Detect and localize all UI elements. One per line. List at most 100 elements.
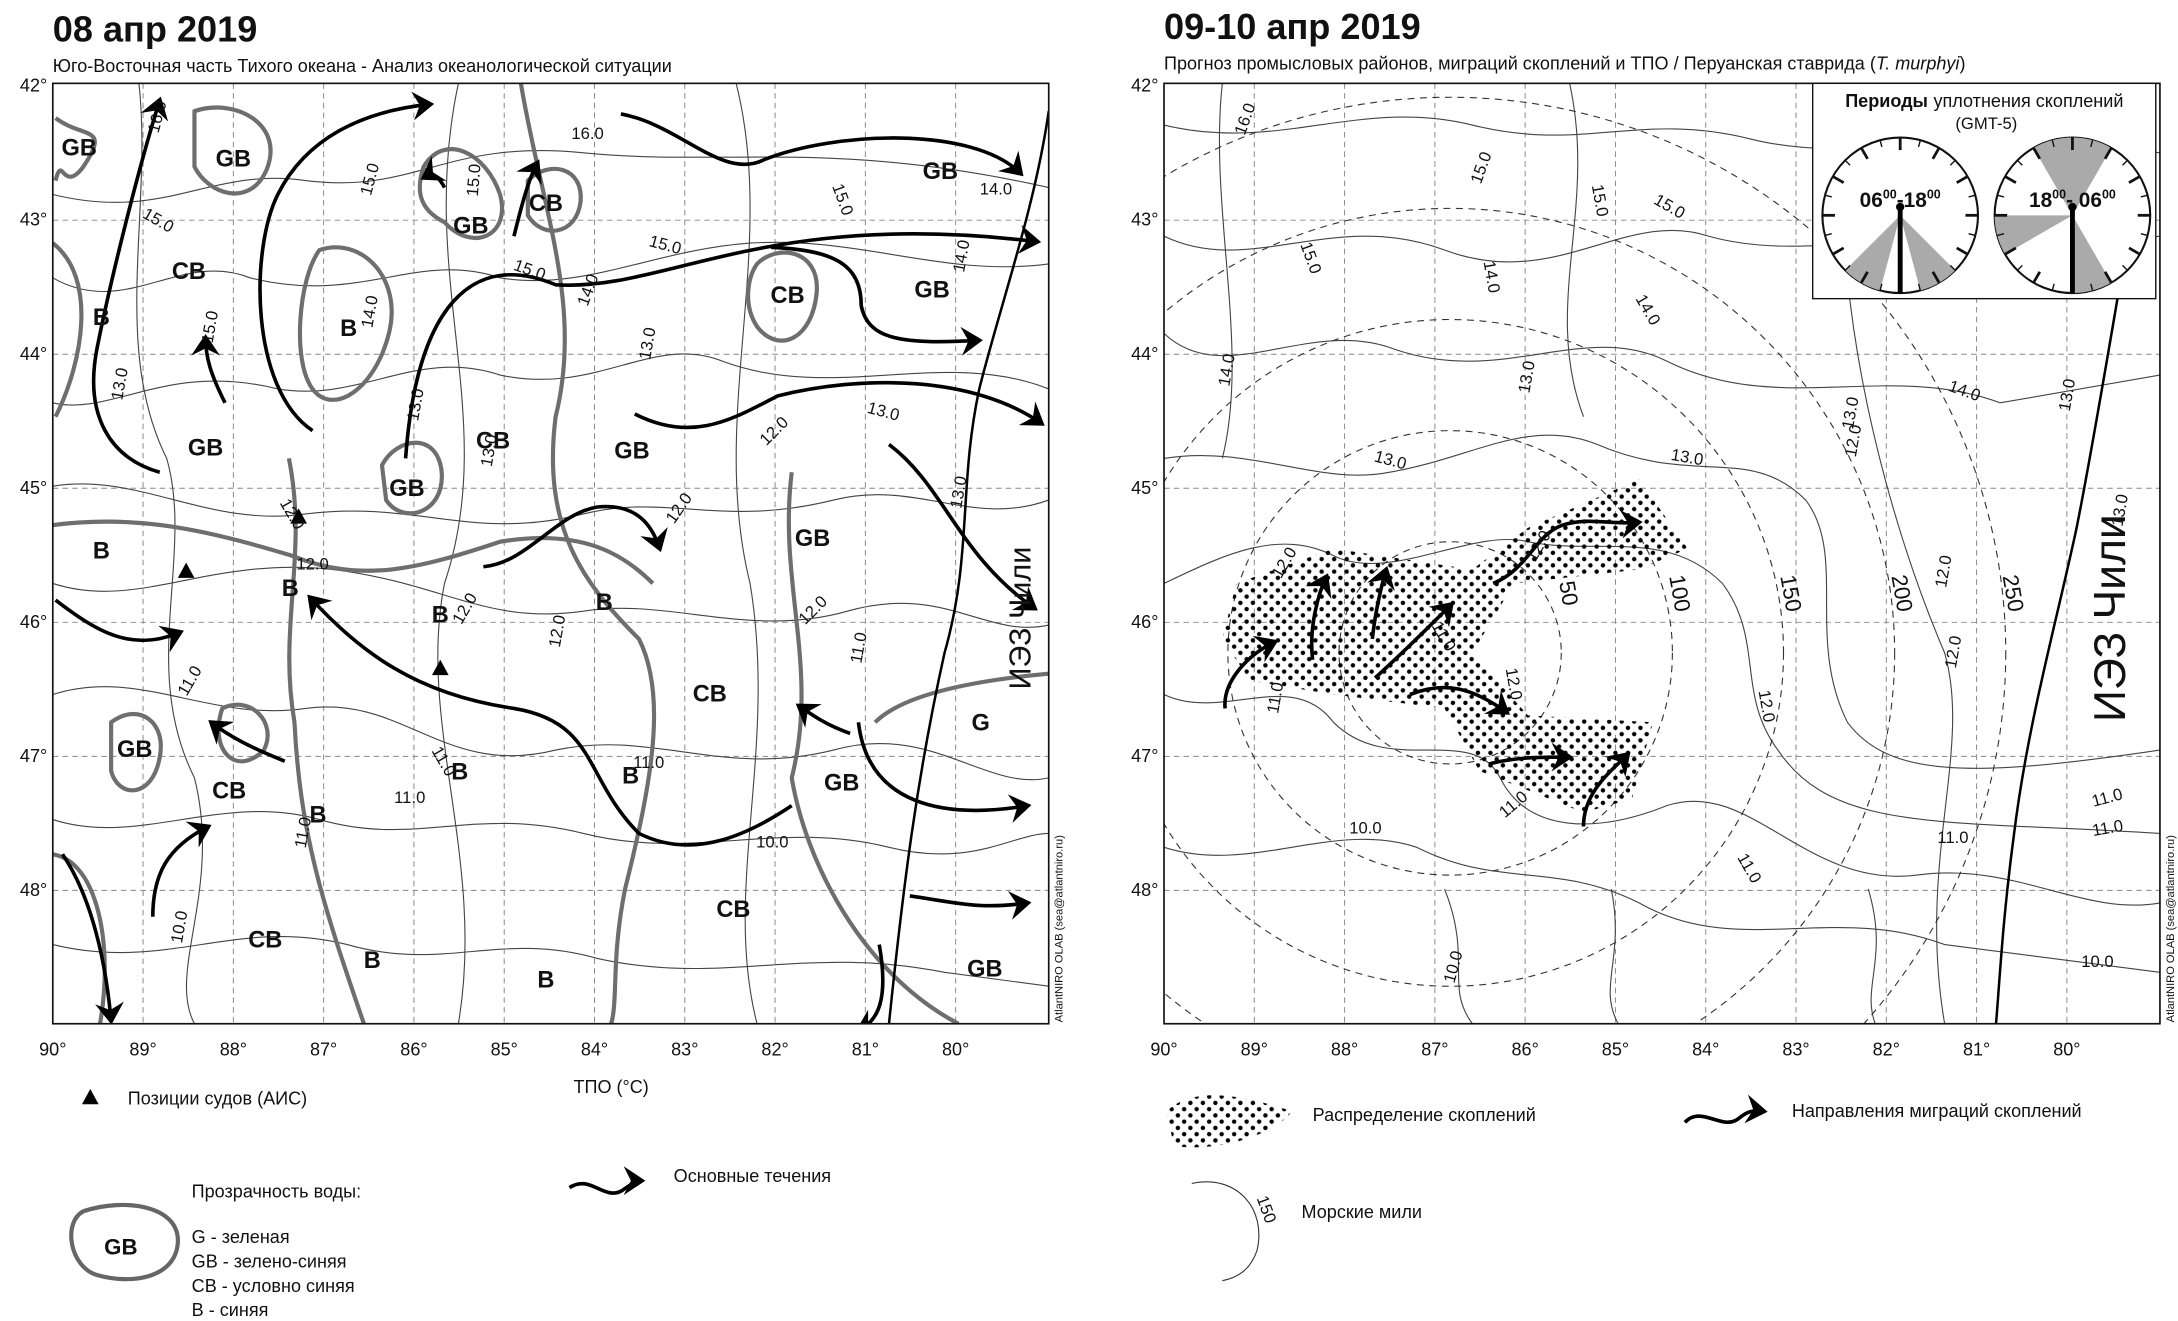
distance-label: 100 <box>1664 573 1695 614</box>
legend-migration-arrow <box>1683 1094 1768 1125</box>
current-arrow <box>258 91 435 433</box>
contour-label: 15.0 <box>1651 190 1689 223</box>
lon-label: 85° <box>1602 1040 1629 1060</box>
contour-label: 14.0 <box>1632 291 1665 329</box>
transparency-boundary <box>53 116 97 182</box>
contour-label: 11.0 <box>633 753 664 772</box>
migration-arrow <box>1488 742 1574 772</box>
isotherm <box>1846 277 1954 1024</box>
zone-label: B <box>537 968 554 994</box>
transparency-boundary <box>525 166 583 233</box>
clock-tick <box>1931 271 1941 284</box>
distance-ring <box>1227 430 1673 876</box>
contour-label: 13.0 <box>635 326 659 361</box>
legend-ship <box>81 1089 99 1105</box>
zone-label: B <box>340 316 357 342</box>
current-arrow <box>91 96 169 475</box>
credit: AtlantNIRO OLAB (sea@atlantniro.ru) <box>1054 835 1066 1023</box>
contour-label: 15.0 <box>1467 149 1496 186</box>
zone-label: CB <box>248 927 282 953</box>
lon-label: 80° <box>2053 1040 2080 1060</box>
zone-label: G <box>971 711 989 737</box>
clock-tick <box>1917 140 1921 148</box>
lon-label: 85° <box>491 1040 518 1060</box>
zone-label: GB <box>795 526 830 552</box>
contour-label: 10.0 <box>756 832 788 851</box>
contour-label: 12.0 <box>795 592 831 628</box>
lat-label: 45° <box>1131 478 1158 498</box>
contour-label: 13.0 <box>107 366 131 401</box>
zone-label: GB <box>614 438 649 464</box>
eez-boundary <box>1994 277 2123 1024</box>
current-arrow <box>420 156 447 189</box>
clock-tick <box>1997 232 2005 237</box>
isotherm <box>1566 83 1585 417</box>
clock-center <box>1896 202 1905 212</box>
clock-tick <box>2016 264 2023 271</box>
lat-label: 47° <box>1131 746 1158 766</box>
current-arrow <box>856 722 1032 823</box>
clock-tick <box>1956 246 1969 256</box>
clock-tick <box>1824 232 1832 237</box>
isotherm <box>52 566 1049 628</box>
legend-item: CB - условно синяя <box>192 1276 355 1296</box>
lon-label: 82° <box>761 1040 788 1060</box>
isotherm <box>1218 83 1233 459</box>
lon-label: 90° <box>1150 1040 1177 1060</box>
clock-tick <box>2051 283 2055 291</box>
clock-tick <box>1860 147 1869 160</box>
isotherm <box>52 241 1049 293</box>
legend-text: Направления миграций скоплений <box>1792 1101 2082 1121</box>
clock-tick <box>1844 264 1851 271</box>
contour-label: 13.0 <box>1372 447 1408 474</box>
isotherm <box>1164 332 2160 404</box>
clock-center <box>2068 202 2077 212</box>
contour-label: 15.0 <box>828 181 857 218</box>
contour-label: 12.0 <box>1841 423 1865 458</box>
transparency-boundary <box>746 250 819 343</box>
lat-label: 45° <box>20 478 47 498</box>
current-arrow <box>403 225 1042 459</box>
lon-label: 89° <box>129 1040 156 1060</box>
migration-arrow <box>1373 601 1455 680</box>
contour-label: 12.0 <box>296 555 328 574</box>
current-arrow <box>620 112 1024 177</box>
clock-tick <box>1832 246 1845 256</box>
isotherm <box>1867 888 1877 1024</box>
inset <box>1811 82 2157 300</box>
zone-label: CB <box>771 283 805 309</box>
clock-tick <box>1917 283 1921 291</box>
lat-label: 46° <box>1131 612 1158 632</box>
clock-tick <box>2122 264 2128 271</box>
transparency-boundary <box>786 472 960 1024</box>
clock-tick <box>2032 147 2041 160</box>
clock-label-part: 00 <box>1883 188 1897 202</box>
distance-ring <box>1164 96 2007 1024</box>
migration-arrow <box>1492 509 1643 586</box>
contour-label: 12.0 <box>662 489 696 526</box>
contour-label: 12.0 <box>545 613 569 648</box>
clock-tick <box>1844 159 1851 166</box>
lon-label: 90° <box>39 1040 66 1060</box>
clock-tick <box>2128 175 2141 184</box>
clock-tick <box>2140 232 2148 237</box>
legend-text: Морские мили <box>1302 1202 1422 1222</box>
legend <box>69 1089 1768 1282</box>
contour-label: 11.0 <box>174 662 206 699</box>
subtitle-part: Прогноз промысловых районов, миграций ск… <box>1164 53 1876 73</box>
clock-label-part: -18 <box>1897 189 1927 212</box>
clock-label-part: - 06 <box>2066 189 2102 212</box>
contour-label: 11.0 <box>1733 850 1765 887</box>
zone-label: CB <box>172 259 206 285</box>
contour-label: 12.0 <box>448 590 481 628</box>
lat-label: 42° <box>1131 76 1158 96</box>
current-arrow <box>307 594 793 847</box>
isotherm <box>52 686 1049 781</box>
right-map-layers <box>1164 83 2160 1024</box>
zone-label: GB <box>923 159 958 185</box>
distance-ring <box>1164 207 1896 1024</box>
zone-label: GB <box>216 147 251 173</box>
clock-tick <box>2051 140 2055 148</box>
contour-label: 11.0 <box>1263 681 1287 715</box>
